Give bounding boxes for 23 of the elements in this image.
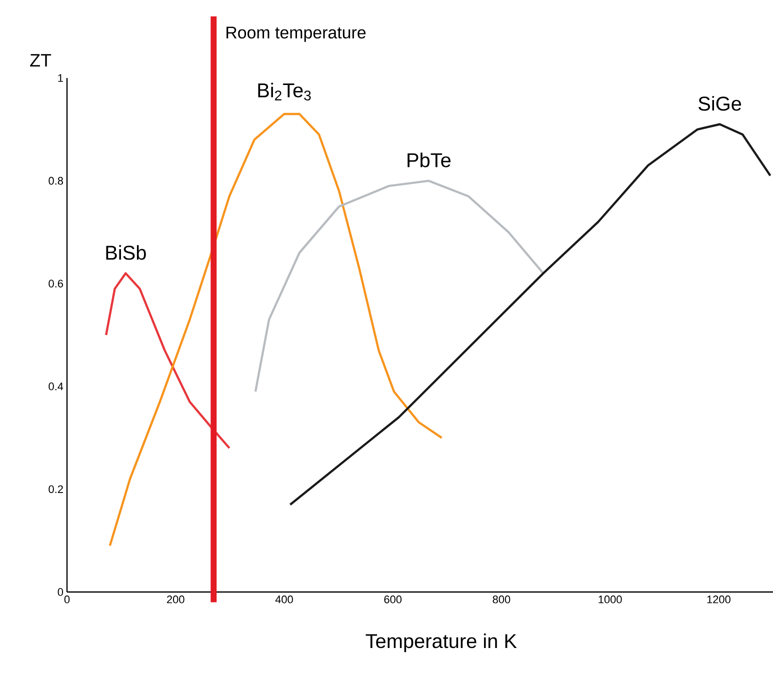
series-label: SiGe	[698, 96, 742, 111]
x-tick-label: 1000	[598, 596, 622, 604]
series-label: BiSb	[106, 245, 146, 260]
x-tick-label: 600	[384, 596, 402, 604]
y-tick-label: 0.8	[48, 176, 63, 185]
series-label: Bi$_{2}$Te$_{3}$	[258, 82, 311, 100]
y-axis-title: ZT	[30, 54, 52, 66]
x-tick-label: 1200	[707, 596, 730, 604]
ref-line-label: Room temperature	[226, 26, 366, 42]
line-series	[254, 180, 544, 393]
y-tick-label: 0.4	[48, 382, 64, 390]
y-tick-label: 0	[58, 588, 64, 596]
y-tick-label: 0.2	[48, 485, 63, 494]
line-series	[289, 123, 772, 506]
y-tick-label: 1	[58, 74, 63, 82]
x-tick-label: 0	[64, 596, 70, 604]
series-label: PbTe	[408, 152, 451, 168]
x-axis-title: Temperature in K	[366, 634, 517, 652]
y-tick-label: 0.6	[48, 280, 63, 288]
x-tick-label: 800	[492, 596, 510, 604]
x-tick-label: 200	[167, 596, 184, 604]
line-series	[105, 272, 230, 450]
x-tick-label: 400	[275, 596, 293, 604]
